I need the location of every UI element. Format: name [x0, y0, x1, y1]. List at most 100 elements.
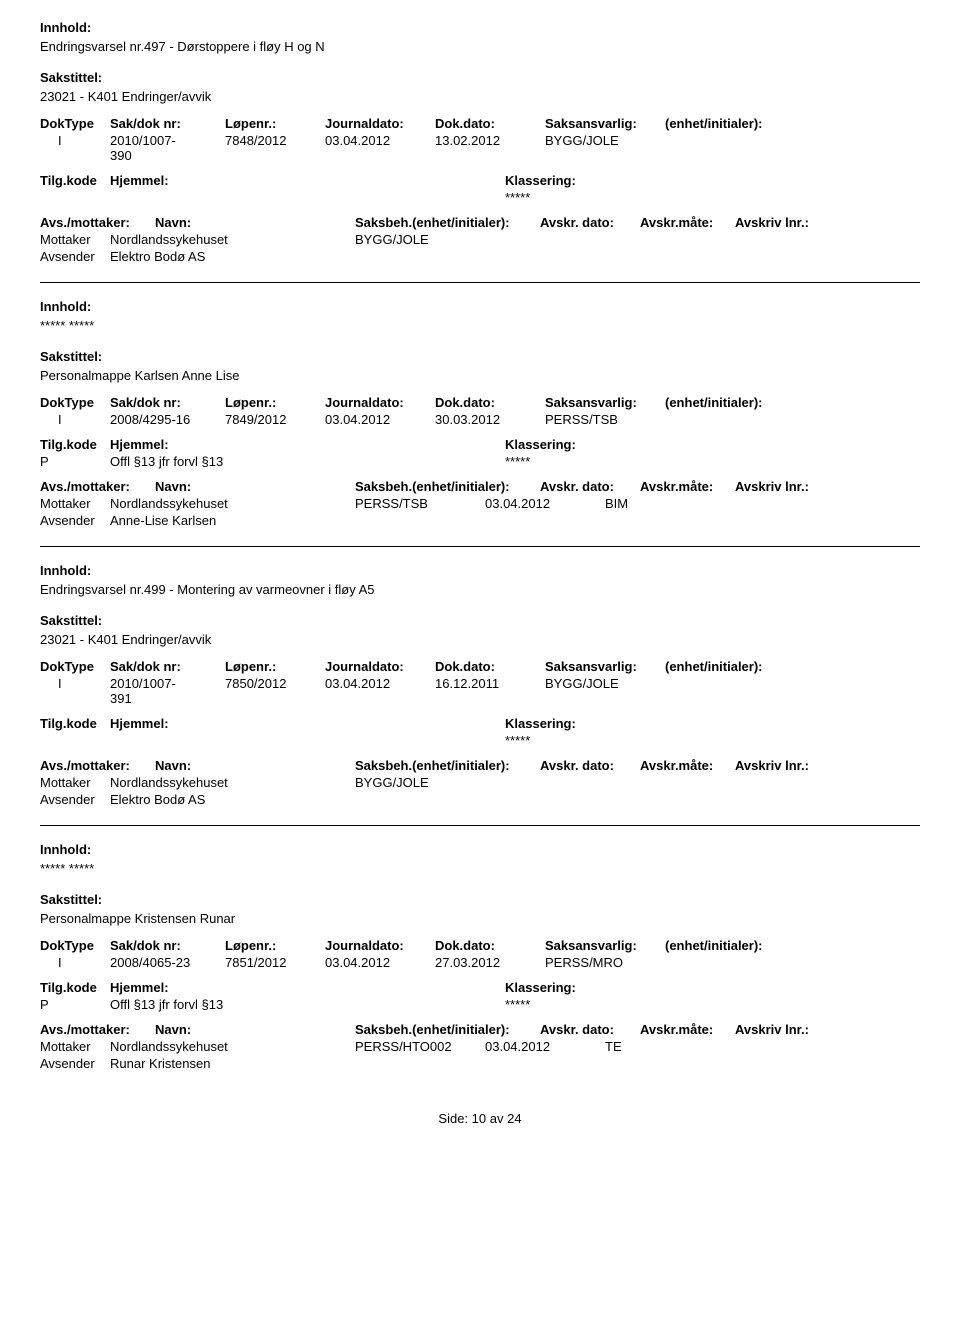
val-dokdato: 30.03.2012	[435, 412, 545, 427]
val-saksansvarlig: BYGG/JOLE	[545, 133, 665, 163]
main-data-row: I 2008/4065-23 7851/2012 03.04.2012 27.0…	[40, 955, 920, 970]
hdr-avskrmote: Avskr.måte:	[640, 758, 735, 773]
party-header-row: Avs./mottaker: Navn: Saksbeh.(enhet/init…	[40, 1022, 920, 1037]
hdr-avskrmote: Avskr.måte:	[640, 479, 735, 494]
main-data-row: I 2010/1007-390 7848/2012 03.04.2012 13.…	[40, 133, 920, 163]
hdr-enhet: (enhet/initialer):	[665, 116, 815, 131]
hdr-tilgkode: Tilg.kode	[40, 980, 110, 995]
party-header-row: Avs./mottaker: Navn: Saksbeh.(enhet/init…	[40, 758, 920, 773]
hdr-sakdok: Sak/dok nr:	[110, 659, 225, 674]
val-lopenr: 7849/2012	[225, 412, 325, 427]
val-tilgkode	[40, 733, 110, 748]
mottaker-mote	[605, 775, 685, 790]
hdr-avskrivlnr: Avskriv lnr.:	[735, 215, 835, 230]
mottaker-dato: 03.04.2012	[485, 1039, 605, 1054]
val-dokdato: 16.12.2011	[435, 676, 545, 706]
innhold-label: Innhold:	[40, 563, 920, 578]
innhold-text: Endringsvarsel nr.499 - Montering av var…	[40, 582, 920, 597]
hdr-avsmottaker: Avs./mottaker:	[40, 1022, 155, 1037]
hdr-saksbeh: Saksbeh.(enhet/initialer):	[355, 758, 540, 773]
main-data-row: I 2008/4295-16 7849/2012 03.04.2012 30.0…	[40, 412, 920, 427]
tilg-header-row: Tilg.kode Hjemmel: Klassering:	[40, 437, 920, 452]
mottaker-saksbeh: BYGG/JOLE	[355, 775, 485, 790]
hdr-enhet: (enhet/initialer):	[665, 938, 815, 953]
innhold-text: ***** *****	[40, 861, 920, 876]
footer-total: 24	[507, 1111, 521, 1126]
mottaker-row: Mottaker Nordlandssykehuset BYGG/JOLE	[40, 232, 920, 247]
avsender-label: Avsender	[40, 249, 110, 264]
hdr-doktype: DokType	[40, 938, 110, 953]
hdr-saksbeh: Saksbeh.(enhet/initialer):	[355, 479, 540, 494]
main-data-row: I 2010/1007-391 7850/2012 03.04.2012 16.…	[40, 676, 920, 706]
avsender-name: Elektro Bodø AS	[110, 792, 355, 807]
val-saksansvarlig: PERSS/TSB	[545, 412, 665, 427]
hdr-avskrdato: Avskr. dato:	[540, 1022, 640, 1037]
sakstittel-label: Sakstittel:	[40, 70, 920, 85]
hdr-tilgkode: Tilg.kode	[40, 716, 110, 731]
innhold-text: ***** *****	[40, 318, 920, 333]
mottaker-label: Mottaker	[40, 496, 110, 511]
val-journaldato: 03.04.2012	[325, 955, 435, 970]
avsender-label: Avsender	[40, 1056, 110, 1071]
val-doktype: I	[40, 955, 110, 970]
val-hjemmel	[110, 190, 505, 205]
tilg-data-row: P Offl §13 jfr forvl §13 *****	[40, 454, 920, 469]
hdr-journaldato: Journaldato:	[325, 116, 435, 131]
val-enhet	[665, 412, 815, 427]
mottaker-dato: 03.04.2012	[485, 496, 605, 511]
party-header-row: Avs./mottaker: Navn: Saksbeh.(enhet/init…	[40, 479, 920, 494]
main-header-row: DokType Sak/dok nr: Løpenr.: Journaldato…	[40, 395, 920, 410]
journal-record: Innhold: Endringsvarsel nr.499 - Monteri…	[40, 563, 920, 807]
hdr-saksansvarlig: Saksansvarlig:	[545, 395, 665, 410]
hdr-avskrmote: Avskr.måte:	[640, 1022, 735, 1037]
mottaker-label: Mottaker	[40, 775, 110, 790]
avsender-row: Avsender Anne-Lise Karlsen	[40, 513, 920, 528]
hdr-avsmottaker: Avs./mottaker:	[40, 758, 155, 773]
val-saksansvarlig: PERSS/MRO	[545, 955, 665, 970]
sakstittel-text: 23021 - K401 Endringer/avvik	[40, 89, 920, 104]
main-header-row: DokType Sak/dok nr: Løpenr.: Journaldato…	[40, 938, 920, 953]
mottaker-row: Mottaker Nordlandssykehuset PERSS/TSB 03…	[40, 496, 920, 511]
hdr-hjemmel: Hjemmel:	[110, 437, 505, 452]
mottaker-label: Mottaker	[40, 232, 110, 247]
hdr-dokdato: Dok.dato:	[435, 938, 545, 953]
val-tilgkode: P	[40, 454, 110, 469]
val-lopenr: 7850/2012	[225, 676, 325, 706]
tilg-header-row: Tilg.kode Hjemmel: Klassering:	[40, 716, 920, 731]
record-divider	[40, 825, 920, 826]
innhold-label: Innhold:	[40, 299, 920, 314]
main-header-row: DokType Sak/dok nr: Løpenr.: Journaldato…	[40, 659, 920, 674]
val-enhet	[665, 133, 815, 163]
val-enhet	[665, 955, 815, 970]
hdr-navn: Navn:	[155, 758, 355, 773]
val-hjemmel	[110, 733, 505, 748]
hdr-navn: Navn:	[155, 479, 355, 494]
tilg-header-row: Tilg.kode Hjemmel: Klassering:	[40, 980, 920, 995]
hdr-journaldato: Journaldato:	[325, 938, 435, 953]
main-header-row: DokType Sak/dok nr: Løpenr.: Journaldato…	[40, 116, 920, 131]
tilg-data-row: P Offl §13 jfr forvl §13 *****	[40, 997, 920, 1012]
mottaker-name: Nordlandssykehuset	[110, 496, 355, 511]
val-doktype: I	[40, 676, 110, 706]
val-tilgkode	[40, 190, 110, 205]
hdr-saksansvarlig: Saksansvarlig:	[545, 659, 665, 674]
avsender-name: Elektro Bodø AS	[110, 249, 355, 264]
hdr-avskrmote: Avskr.måte:	[640, 215, 735, 230]
hdr-avskrivlnr: Avskriv lnr.:	[735, 1022, 835, 1037]
sakstittel-text: Personalmappe Karlsen Anne Lise	[40, 368, 920, 383]
val-klassering: *****	[505, 733, 705, 748]
mottaker-name: Nordlandssykehuset	[110, 1039, 355, 1054]
avsender-name: Runar Kristensen	[110, 1056, 355, 1071]
tilg-data-row: *****	[40, 190, 920, 205]
mottaker-name: Nordlandssykehuset	[110, 232, 355, 247]
val-sakdok: 2010/1007-390	[110, 133, 225, 163]
sakstittel-label: Sakstittel:	[40, 349, 920, 364]
hdr-saksansvarlig: Saksansvarlig:	[545, 116, 665, 131]
hdr-doktype: DokType	[40, 659, 110, 674]
hdr-avsmottaker: Avs./mottaker:	[40, 215, 155, 230]
hdr-tilgkode: Tilg.kode	[40, 173, 110, 188]
record-divider	[40, 282, 920, 283]
mottaker-name: Nordlandssykehuset	[110, 775, 355, 790]
hdr-doktype: DokType	[40, 116, 110, 131]
hdr-doktype: DokType	[40, 395, 110, 410]
